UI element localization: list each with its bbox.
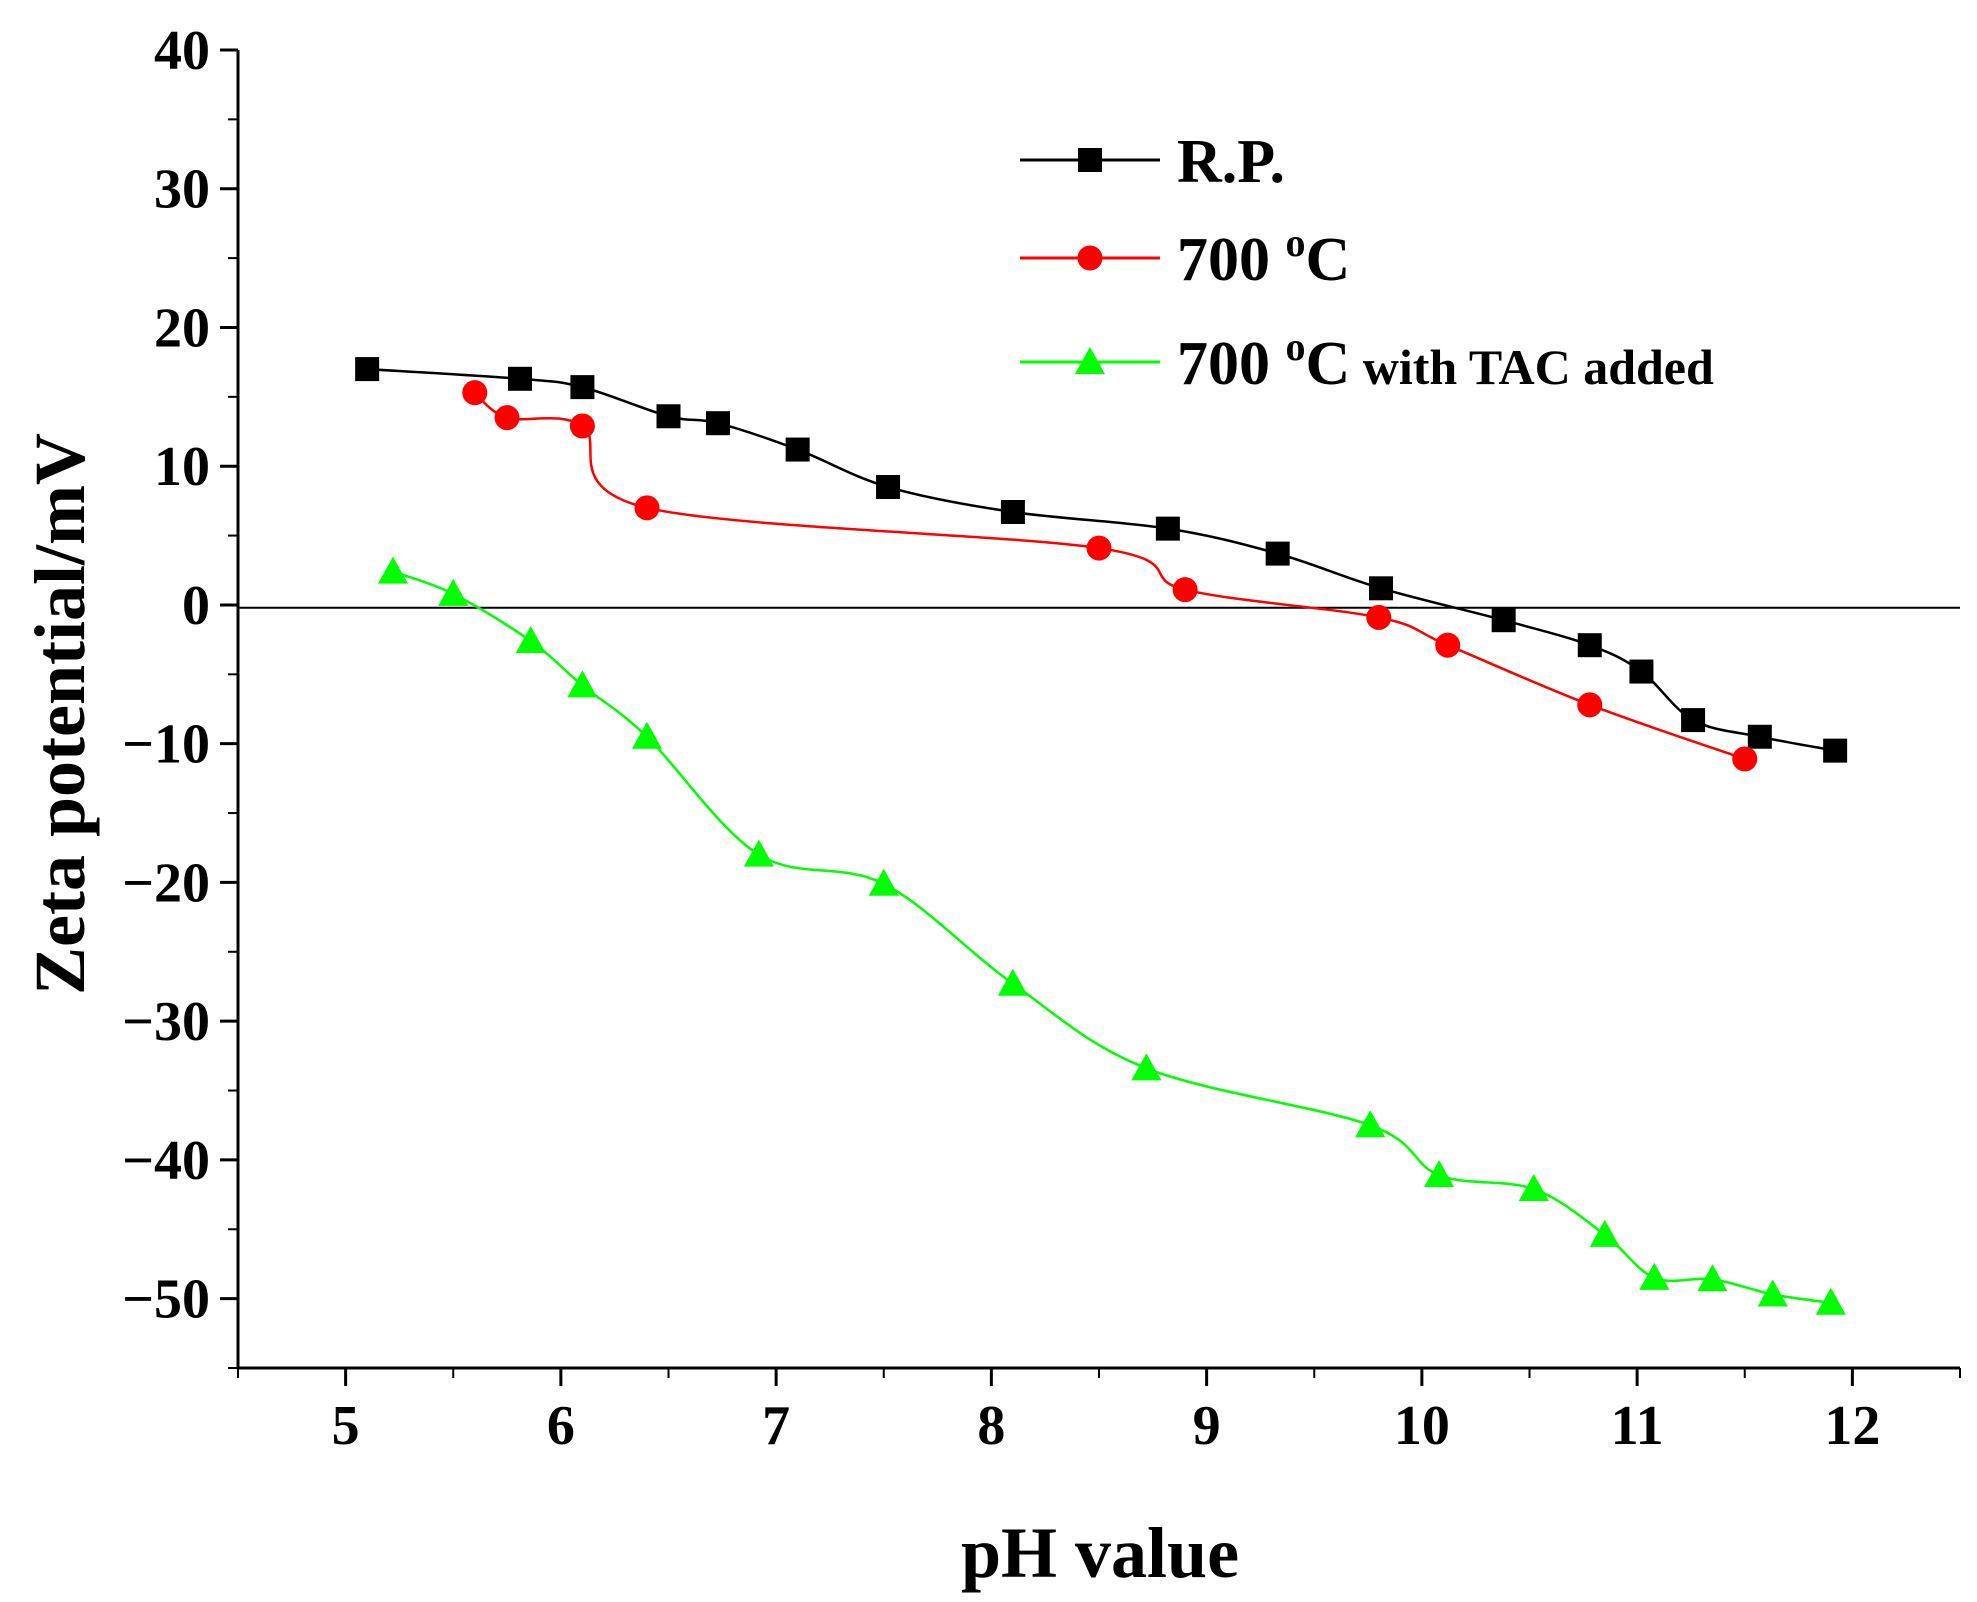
data-point <box>876 475 901 500</box>
data-point <box>1086 535 1112 561</box>
y-tick-label: −40 <box>122 1130 210 1192</box>
x-tick-label: 11 <box>1611 1395 1664 1457</box>
x-tick-label: 10 <box>1394 1395 1450 1457</box>
data-point <box>631 721 662 749</box>
x-tick-label: 7 <box>762 1395 790 1457</box>
data-point <box>1577 633 1602 658</box>
data-point <box>1815 1287 1846 1315</box>
legend-label: R.P. <box>1177 128 1285 196</box>
data-point <box>1639 1262 1670 1290</box>
x-tick-label: 6 <box>547 1395 575 1457</box>
data-point <box>567 670 598 698</box>
data-point <box>706 411 731 436</box>
data-point <box>1823 738 1848 763</box>
series-line <box>392 570 1832 1305</box>
data-point <box>494 405 520 431</box>
legend: R.P. 700 oC 700 oC with TAC added <box>1020 128 1714 398</box>
legend-marker <box>1077 245 1103 271</box>
data-point <box>785 437 810 462</box>
series-1 <box>462 380 1758 772</box>
y-tick-label: −50 <box>122 1269 210 1331</box>
data-point <box>1131 1053 1162 1081</box>
data-point <box>570 375 595 400</box>
series-layer <box>355 357 1848 1315</box>
y-tick-label: −30 <box>122 991 210 1053</box>
y-tick-label: 20 <box>154 297 210 359</box>
data-point <box>1368 576 1393 601</box>
data-point <box>1697 1264 1728 1292</box>
y-tick-label: 10 <box>154 436 210 498</box>
data-point <box>507 366 532 391</box>
data-point <box>1424 1160 1455 1188</box>
y-axis-title: Zeta potential/mV <box>20 433 100 995</box>
data-point <box>634 495 660 521</box>
data-point <box>355 357 380 382</box>
data-point <box>997 968 1028 996</box>
x-tick-label: 8 <box>977 1395 1005 1457</box>
data-point <box>515 626 546 654</box>
data-point <box>743 839 774 867</box>
data-point <box>1577 692 1603 718</box>
y-tick-label: 40 <box>154 20 210 82</box>
x-tick-label: 9 <box>1193 1395 1221 1457</box>
x-tick-label: 12 <box>1824 1395 1880 1457</box>
data-point <box>1589 1219 1620 1247</box>
data-point <box>438 578 469 606</box>
data-point <box>868 868 899 896</box>
data-point <box>1518 1174 1549 1202</box>
data-point <box>569 413 595 439</box>
legend-label: 700 oC with TAC added <box>1177 324 1714 398</box>
data-point <box>1681 708 1706 733</box>
data-point <box>1355 1110 1386 1138</box>
data-point <box>1629 659 1654 684</box>
data-point <box>1757 1279 1788 1307</box>
y-tick-label: −20 <box>122 852 210 914</box>
data-point <box>1366 604 1392 630</box>
data-point <box>1172 577 1198 603</box>
data-point <box>1435 632 1461 658</box>
data-point <box>1747 724 1772 749</box>
x-tick-label: 5 <box>332 1395 360 1457</box>
data-point <box>1000 499 1025 524</box>
y-tick-label: −10 <box>122 714 210 776</box>
y-tick-label: 30 <box>154 159 210 221</box>
data-point <box>1491 608 1516 633</box>
data-point <box>656 404 681 429</box>
series-2 <box>377 556 1846 1315</box>
y-tick-label: 0 <box>182 575 210 637</box>
series-line <box>473 391 1746 761</box>
data-point <box>1265 541 1290 566</box>
data-point <box>1732 746 1758 772</box>
legend-entry-1: 700 oC <box>1020 220 1350 294</box>
data-point <box>1155 516 1180 541</box>
legend-marker <box>1075 347 1105 374</box>
x-axis-title: pH value <box>961 1513 1239 1593</box>
axes: 40 30 20 10 0 −10 −20 −30 −40 −50 5 6 7 8 9 10 11 12 <box>122 20 1961 1457</box>
data-point <box>377 556 408 584</box>
legend-entry-2: 700 oC with TAC added <box>1020 324 1714 398</box>
legend-label: 700 oC <box>1177 220 1350 294</box>
legend-marker <box>1078 148 1102 172</box>
data-point <box>462 380 488 406</box>
series-0 <box>355 357 1848 763</box>
legend-entry-0: R.P. <box>1020 128 1285 196</box>
